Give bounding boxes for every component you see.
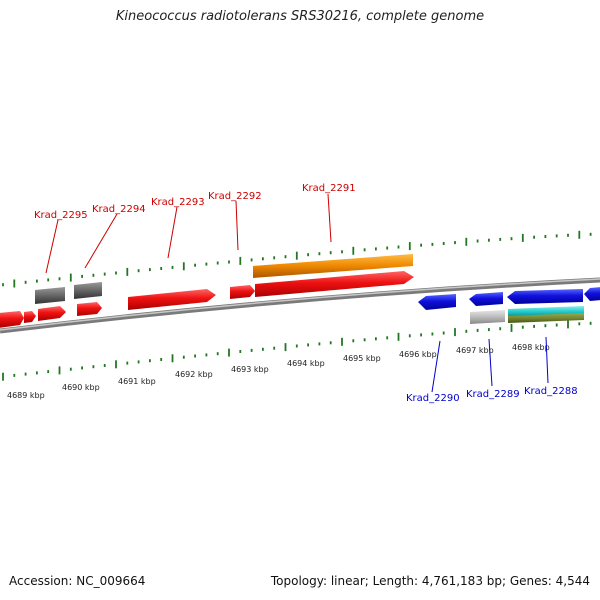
leader-line (431, 340, 441, 393)
leader-line (45, 219, 59, 274)
gene-blue[interactable] (507, 289, 583, 304)
tick-label: 4689 kbp (7, 391, 45, 400)
forward-genes (0, 254, 414, 328)
leader-line (327, 193, 332, 243)
accession-text: Accession: NC_009664 (9, 574, 146, 588)
gene-red[interactable] (38, 306, 66, 321)
tick-label: 4695 kbp (343, 354, 381, 363)
gene-label[interactable]: Krad_2288 (524, 386, 578, 397)
genome-backbone-highlight (0, 278, 600, 331)
genome-summary-text: Topology: linear; Length: 4,761,183 bp; … (270, 574, 590, 588)
tick-label: 4691 kbp (118, 377, 156, 386)
tick-label: 4697 kbp (456, 346, 494, 355)
tick-label: 4690 kbp (62, 383, 100, 392)
gene-label[interactable]: Krad_2289 (466, 389, 520, 400)
gene-orange[interactable] (253, 254, 413, 278)
leader-line (488, 338, 493, 387)
gene-red[interactable] (24, 311, 36, 323)
reverse-genes (418, 287, 600, 324)
gene-blue[interactable] (418, 294, 456, 310)
gene-labels: Krad_2295 Krad_2294 Krad_2293 Krad_2292 … (34, 183, 578, 404)
gene-red[interactable] (0, 311, 24, 328)
axis-tick-labels: 4689 kbp 4690 kbp 4691 kbp 4692 kbp 4693… (7, 343, 550, 400)
gene-dark-gray[interactable] (74, 282, 102, 299)
gene-red[interactable] (230, 285, 255, 299)
gene-blue[interactable] (584, 287, 600, 301)
label-leaders (45, 193, 549, 393)
leader-line (84, 213, 118, 269)
gene-label[interactable]: Krad_2294 (92, 204, 146, 215)
gene-red[interactable] (128, 289, 216, 310)
gene-label[interactable]: Krad_2290 (406, 393, 460, 404)
gene-label[interactable]: Krad_2295 (34, 210, 88, 221)
gene-olive[interactable] (508, 313, 584, 323)
tick-label: 4692 kbp (175, 370, 213, 379)
tick-label: 4698 kbp (512, 343, 550, 352)
genome-backbone (0, 277, 600, 334)
gene-blue[interactable] (469, 292, 503, 306)
forward-tick-row (2, 230, 592, 288)
tick-label: 4694 kbp (287, 359, 325, 368)
gene-red[interactable] (255, 271, 414, 297)
gene-dark-gray[interactable] (35, 287, 65, 304)
tick-label: 4693 kbp (231, 365, 269, 374)
reverse-tick-row (2, 320, 592, 381)
gene-label[interactable]: Krad_2292 (208, 191, 262, 202)
leader-line (167, 206, 178, 259)
gene-light-gray[interactable] (470, 310, 505, 324)
tick-label: 4696 kbp (399, 350, 437, 359)
gene-red[interactable] (77, 302, 102, 316)
gene-label[interactable]: Krad_2293 (151, 197, 205, 208)
map-title: Kineococcus radiotolerans SRS30216, comp… (115, 9, 485, 24)
gene-label[interactable]: Krad_2291 (302, 183, 356, 194)
leader-line (545, 336, 549, 384)
leader-line (235, 200, 239, 251)
